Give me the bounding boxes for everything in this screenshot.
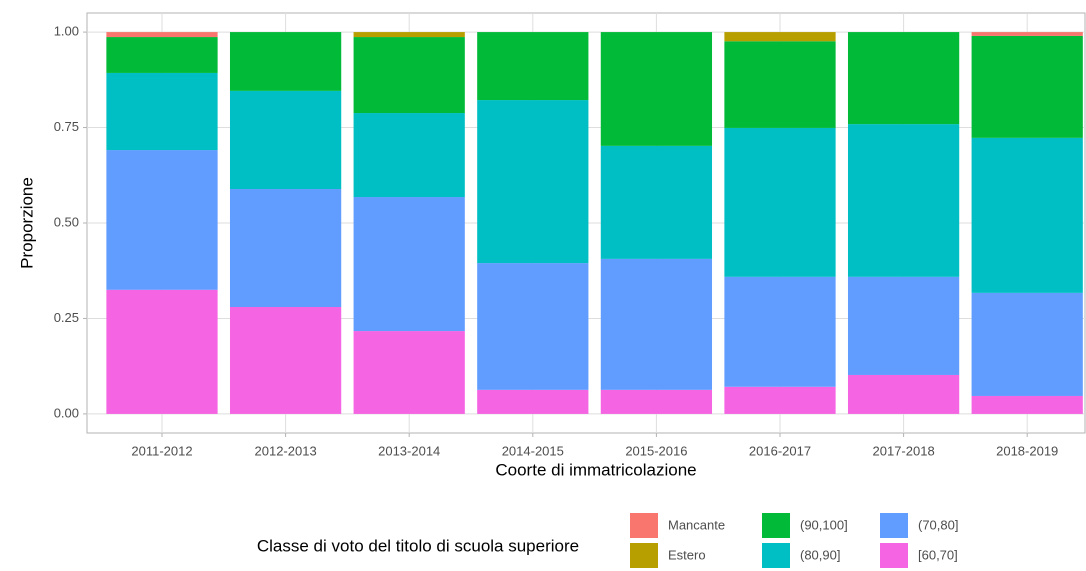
bar-segment [847, 276, 960, 375]
bar-segment [477, 389, 589, 414]
bar-segment [724, 276, 836, 387]
bar-segment [724, 32, 836, 42]
bar-segment [847, 374, 960, 414]
bar-segment [971, 137, 1083, 293]
legend-title: Classe di voto del titolo di scuola supe… [257, 536, 579, 555]
bar-segment [724, 386, 836, 414]
bar-segment [971, 395, 1083, 414]
bar-segment [724, 127, 836, 277]
bar-segment [229, 307, 342, 414]
bar-segment [353, 32, 465, 38]
y-tick-label: 0.25 [54, 310, 79, 325]
bar-segment [600, 389, 713, 414]
bar-segment [229, 189, 342, 307]
bar-segment [724, 41, 836, 128]
x-axis-label: Coorte di immatricolazione [495, 460, 696, 479]
y-axis-label: Proporzione [17, 177, 36, 269]
bar-segment [600, 145, 713, 259]
bar-segment [353, 197, 465, 332]
legend-key [762, 513, 790, 538]
bar-segment [847, 124, 960, 277]
bar-segment [971, 32, 1083, 36]
legend-key [630, 513, 658, 538]
bar-segment [477, 32, 589, 101]
x-tick-label: 2011-2012 [131, 443, 192, 458]
x-tick-label: 2018-2019 [996, 443, 1058, 458]
y-tick-label: 0.50 [54, 214, 79, 229]
bar-segment [106, 72, 218, 151]
legend-key [762, 543, 790, 568]
bar-segment [106, 37, 218, 73]
x-tick-label: 2014-2015 [502, 443, 564, 458]
y-tick-label: 0.75 [54, 119, 79, 134]
legend-label: Estero [668, 547, 706, 562]
x-tick-label: 2016-2017 [749, 443, 811, 458]
bar-segment [477, 100, 589, 264]
bar-segment [600, 32, 713, 146]
bar-segment [229, 90, 342, 190]
legend-key [880, 543, 908, 568]
legend-key [630, 543, 658, 568]
x-tick-label: 2013-2014 [378, 443, 440, 458]
bar-segment [106, 150, 218, 290]
bar-segment [229, 32, 342, 91]
x-tick-label: 2017-2018 [873, 443, 935, 458]
legend-label: (70,80] [918, 517, 958, 532]
bar-segment [600, 258, 713, 390]
y-tick-label: 0.00 [54, 405, 79, 420]
y-tick-label: 1.00 [54, 24, 79, 39]
legend-label: Mancante [668, 517, 725, 532]
bar-segment [971, 35, 1083, 138]
legend-key [880, 513, 908, 538]
legend-label: (80,90] [800, 547, 840, 562]
x-tick-label: 2012-2013 [255, 443, 317, 458]
legend-label: (90,100] [800, 517, 848, 532]
bar-segment [477, 263, 589, 390]
bar-segment [353, 37, 465, 114]
bar-segment [847, 32, 960, 125]
bar-segment [106, 289, 218, 414]
legend-label: [60,70] [918, 547, 958, 562]
bar-segment [971, 292, 1083, 396]
bar-segment [106, 32, 218, 38]
bar-segment [353, 113, 465, 198]
bar-segment [353, 331, 465, 414]
x-tick-label: 2015-2016 [625, 443, 687, 458]
